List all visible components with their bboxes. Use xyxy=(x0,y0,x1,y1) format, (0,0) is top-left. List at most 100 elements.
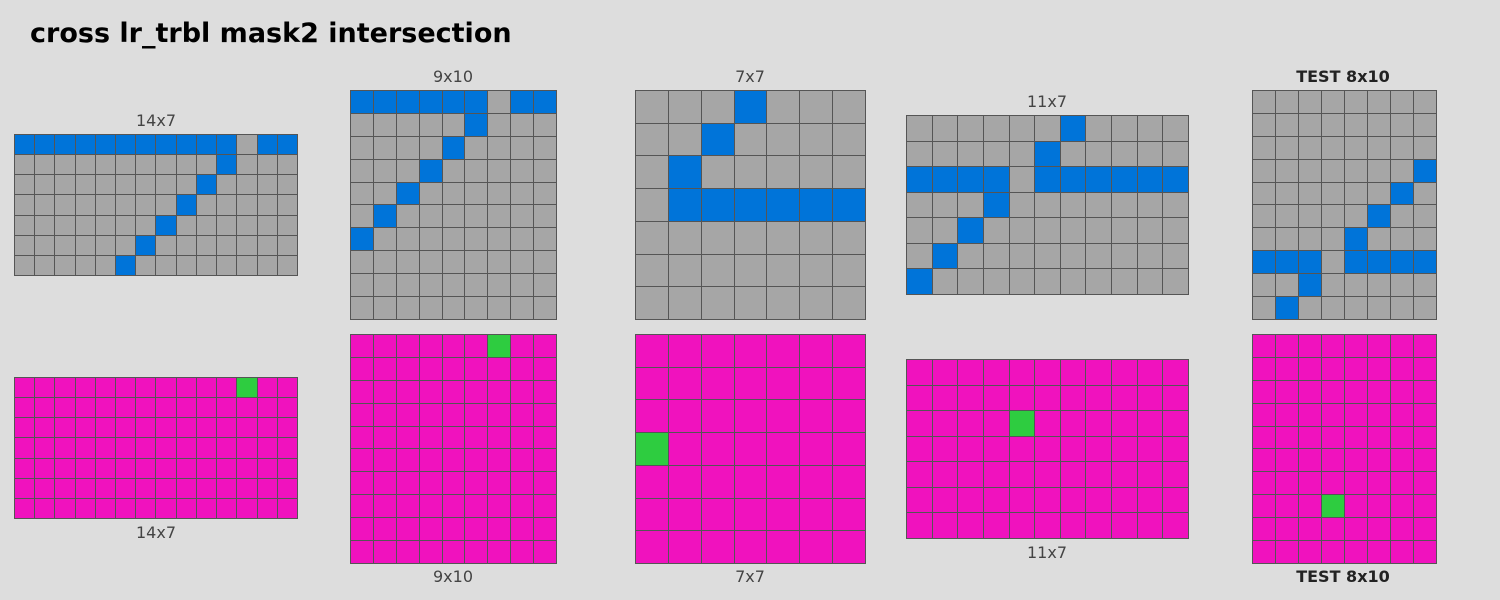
blue-cell xyxy=(1391,251,1413,274)
blue-cell xyxy=(668,156,701,189)
pair-3-output-grid xyxy=(635,334,866,564)
grid-cell xyxy=(136,418,156,438)
grid-cell xyxy=(176,155,196,175)
grid-cell xyxy=(958,487,983,513)
grid-cell xyxy=(277,458,297,478)
grid-cell xyxy=(1391,380,1413,403)
grid-cell xyxy=(1276,426,1298,449)
grid-cell xyxy=(1299,380,1321,403)
grid-cell xyxy=(351,182,373,205)
grid-cell xyxy=(95,398,116,418)
grid-cell xyxy=(1345,205,1367,228)
grid-cell xyxy=(1322,380,1344,403)
grid-cell xyxy=(373,518,396,541)
grid-cell xyxy=(75,458,95,478)
test-output-label: TEST 8x10 xyxy=(1296,567,1390,586)
grid-cell xyxy=(396,297,419,319)
grid-cell xyxy=(668,335,701,367)
grid-cell xyxy=(1322,541,1344,563)
grid-cell xyxy=(1163,218,1188,243)
grid-cell xyxy=(1299,335,1321,357)
grid-cell xyxy=(1137,116,1163,141)
grid-cell xyxy=(488,205,511,228)
grid-cell xyxy=(351,357,373,380)
grid-cell xyxy=(373,426,396,449)
grid-cell xyxy=(15,478,35,498)
grid-cell xyxy=(1009,385,1035,411)
grid-cell xyxy=(1163,269,1188,294)
grid-cell xyxy=(1163,192,1188,218)
grid-cell xyxy=(511,297,534,319)
grid-cell xyxy=(668,531,701,563)
grid-cell xyxy=(1276,159,1298,182)
grid-cell xyxy=(488,297,511,319)
grid-cell xyxy=(1137,436,1163,462)
grid-cell xyxy=(277,175,297,195)
grid-cell xyxy=(958,436,983,462)
grid-cell xyxy=(1414,335,1436,357)
grid-cell xyxy=(1299,205,1321,228)
grid-cell xyxy=(373,297,396,319)
grid-cell xyxy=(95,418,116,438)
grid-cell xyxy=(156,155,176,175)
grid-cell xyxy=(511,472,534,495)
grid-cell xyxy=(237,235,257,255)
grid-cell xyxy=(800,498,833,531)
grid-cell xyxy=(277,398,297,418)
grid-cell xyxy=(35,155,55,175)
grid-cell xyxy=(35,478,55,498)
grid-cell xyxy=(1345,297,1367,319)
grid-cell xyxy=(15,235,35,255)
grid-cell xyxy=(932,513,958,538)
grid-cell xyxy=(1391,136,1413,159)
grid-cell xyxy=(1112,487,1137,513)
grid-cell xyxy=(1253,357,1275,380)
grid-cell xyxy=(1299,91,1321,113)
grid-cell xyxy=(1391,159,1413,182)
grid-cell xyxy=(668,221,701,254)
grid-cell xyxy=(277,155,297,175)
blue-cell xyxy=(833,189,865,221)
grid-cell xyxy=(465,182,488,205)
grid-cell xyxy=(419,357,442,380)
grid-cell xyxy=(932,411,958,436)
grid-cell xyxy=(1276,380,1298,403)
pair-3-input-grid xyxy=(635,90,866,320)
grid-cell xyxy=(1060,218,1086,243)
grid-cell xyxy=(396,495,419,518)
grid-cell xyxy=(136,155,156,175)
grid-cell xyxy=(373,182,396,205)
grid-cell xyxy=(156,398,176,418)
blue-cell xyxy=(257,135,277,155)
grid-cell xyxy=(257,418,277,438)
blue-cell xyxy=(511,91,534,113)
grid-cell xyxy=(511,136,534,159)
grid-cell xyxy=(257,155,277,175)
grid-cell xyxy=(983,218,1009,243)
grid-cell xyxy=(511,518,534,541)
grid-cell xyxy=(442,426,465,449)
grid-cell xyxy=(1086,487,1112,513)
grid-cell xyxy=(351,251,373,274)
grid-cell xyxy=(511,205,534,228)
grid-cell xyxy=(257,378,277,398)
blue-cell xyxy=(932,243,958,269)
grid-cell xyxy=(534,182,556,205)
grid-cell xyxy=(983,269,1009,294)
grid-cell xyxy=(701,465,734,498)
grid-cell xyxy=(257,215,277,235)
grid-cell xyxy=(1391,403,1413,426)
grid-cell xyxy=(1060,243,1086,269)
grid-cell xyxy=(534,113,556,136)
grid-cell xyxy=(932,218,958,243)
grid-cell xyxy=(1368,380,1390,403)
grid-cell xyxy=(1299,518,1321,541)
grid-cell xyxy=(701,498,734,531)
grid-cell xyxy=(419,251,442,274)
grid-cell xyxy=(257,255,277,275)
grid-cell xyxy=(958,243,983,269)
blue-cell xyxy=(907,269,932,294)
grid-cell xyxy=(442,335,465,357)
blue-cell xyxy=(176,135,196,155)
grid-cell xyxy=(1345,472,1367,495)
